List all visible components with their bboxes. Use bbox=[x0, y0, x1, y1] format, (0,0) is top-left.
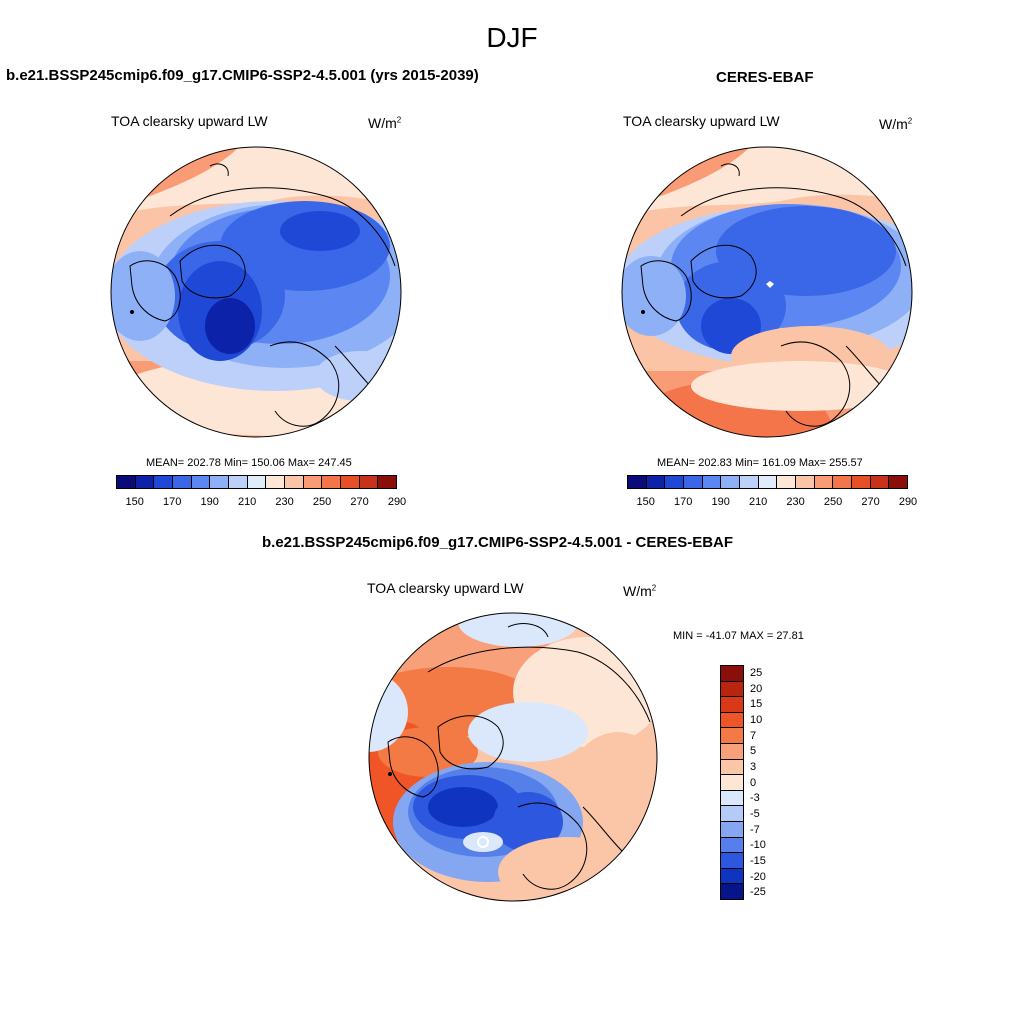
obs-colorbar-swatch bbox=[628, 476, 647, 488]
obs-colorbar-swatch bbox=[702, 476, 722, 488]
obs-colorbar-tick-label: 230 bbox=[786, 496, 805, 508]
obs-colorbar-tick-label: 190 bbox=[711, 496, 730, 508]
model-colorbar-swatch bbox=[285, 476, 304, 488]
model-colorbar-swatch bbox=[117, 476, 136, 488]
model-colorbar-tick-label: 190 bbox=[200, 496, 219, 508]
obs-colorbar-swatch bbox=[814, 476, 834, 488]
model-colorbar-tick-label: 150 bbox=[125, 496, 144, 508]
obs-colorbar-swatch bbox=[758, 476, 778, 488]
obs-colorbar-tick-label: 290 bbox=[898, 496, 918, 508]
obs-colorbar-tick-label: 170 bbox=[674, 496, 693, 508]
model-colorbar-tick-label: 270 bbox=[350, 496, 369, 508]
model-colorbar-swatch bbox=[191, 476, 211, 488]
diff-colorbar-tick-label: -3 bbox=[750, 792, 760, 805]
diff-colorbar-swatch bbox=[721, 712, 743, 729]
obs-colorbar-tick-label: 250 bbox=[823, 496, 843, 508]
model-colorbar-swatch bbox=[173, 476, 192, 488]
diff-stats: MIN = -41.07 MAX = 27.81 bbox=[673, 630, 804, 642]
diff-colorbar-swatch bbox=[721, 743, 743, 760]
obs-variable-label: TOA clearsky upward LW bbox=[623, 113, 780, 129]
obs-colorbar-swatch bbox=[870, 476, 890, 488]
model-colorbar-swatch bbox=[359, 476, 379, 488]
model-colorbar-tick-label: 170 bbox=[163, 496, 182, 508]
diff-colorbar-swatch bbox=[721, 759, 743, 776]
obs-panel-title: CERES-EBAF bbox=[716, 69, 814, 86]
obs-colorbar-ticks: 150 170 190 210 230 250 270 290 bbox=[627, 496, 918, 510]
diff-colorbar-swatch bbox=[721, 681, 743, 698]
model-colorbar-swatch bbox=[229, 476, 248, 488]
diff-colorbar-swatch bbox=[721, 884, 743, 899]
model-colorbar-swatch bbox=[135, 476, 155, 488]
obs-colorbar-tick-label: 210 bbox=[748, 496, 768, 508]
model-panel-title: b.e21.BSSP245cmip6.f09_g17.CMIP6-SSP2-4.… bbox=[6, 67, 479, 84]
model-units-label: W/m2 bbox=[368, 115, 402, 131]
model-colorbar-tick-label: 250 bbox=[312, 496, 332, 508]
diff-colorbar-swatch bbox=[721, 790, 743, 807]
diff-colorbar-swatch bbox=[721, 853, 743, 869]
diff-colorbar-ticks: 25 20 15 10 7 5 3 0 -3 -5 -7 -10 -15 -20 -25 bbox=[750, 665, 790, 900]
diff-colorbar-tick-label: -7 bbox=[750, 823, 760, 836]
diff-colorbar-swatch bbox=[721, 868, 743, 885]
diff-colorbar-swatch bbox=[721, 697, 743, 713]
diff-colorbar-swatch bbox=[721, 821, 743, 838]
model-colorbar-swatch bbox=[247, 476, 267, 488]
model-colorbar-swatch bbox=[210, 476, 230, 488]
obs-colorbar-swatch bbox=[777, 476, 797, 488]
diff-colorbar-tick-label: -10 bbox=[750, 839, 766, 852]
obs-colorbar-swatch bbox=[665, 476, 685, 488]
diff-colorbar-tick-label: 0 bbox=[750, 776, 757, 789]
diff-colorbar-tick-label: 15 bbox=[750, 698, 763, 711]
diff-colorbar-swatch bbox=[721, 837, 743, 854]
obs-colorbar-swatch bbox=[852, 476, 871, 488]
diff-colorbar-tick-label: 10 bbox=[750, 713, 763, 726]
model-colorbar-swatch bbox=[154, 476, 174, 488]
obs-colorbar-tick-label: 150 bbox=[636, 496, 655, 508]
diff-colorbar-tick-label: -15 bbox=[750, 854, 766, 867]
diff-colorbar-swatch bbox=[721, 806, 743, 822]
model-colorbar-ticks: 150 170 190 210 230 250 270 290 bbox=[116, 496, 407, 510]
model-colorbar-tick-label: 230 bbox=[275, 496, 294, 508]
model-colorbar-tick-label: 210 bbox=[237, 496, 257, 508]
diff-colorbar bbox=[720, 665, 744, 900]
obs-units-label: W/m2 bbox=[879, 116, 913, 132]
model-variable-label: TOA clearsky upward LW bbox=[111, 113, 268, 129]
diff-colorbar-tick-label: 25 bbox=[750, 666, 763, 679]
model-colorbar-swatch bbox=[378, 476, 397, 488]
figure-title: DJF bbox=[486, 22, 538, 53]
obs-stats: MEAN= 202.83 Min= 161.09 Max= 255.57 bbox=[657, 457, 863, 469]
obs-colorbar-swatch bbox=[889, 476, 908, 488]
model-stats: MEAN= 202.78 Min= 150.06 Max= 247.45 bbox=[146, 457, 352, 469]
diff-colorbar-tick-label: -5 bbox=[750, 807, 760, 820]
obs-colorbar-swatch bbox=[833, 476, 853, 488]
diff-panel-title: b.e21.BSSP245cmip6.f09_g17.CMIP6-SSP2-4.… bbox=[262, 534, 734, 551]
diff-colorbar-swatch bbox=[721, 728, 743, 744]
diff-colorbar-swatch bbox=[721, 775, 743, 791]
model-colorbar-swatch bbox=[303, 476, 323, 488]
obs-colorbar-swatch bbox=[684, 476, 703, 488]
diff-colorbar-tick-label: -25 bbox=[750, 886, 766, 899]
model-colorbar-swatch bbox=[341, 476, 360, 488]
diff-polar-map bbox=[368, 612, 658, 902]
diff-colorbar-tick-label: 20 bbox=[750, 682, 763, 695]
obs-colorbar-swatch bbox=[721, 476, 741, 488]
diff-colorbar-swatch bbox=[721, 666, 743, 682]
model-colorbar-swatch bbox=[266, 476, 286, 488]
diff-colorbar-tick-label: -20 bbox=[750, 870, 766, 883]
model-colorbar-tick-label: 290 bbox=[387, 496, 407, 508]
diff-colorbar-tick-label: 5 bbox=[750, 745, 757, 758]
diff-colorbar-tick-label: 3 bbox=[750, 760, 757, 773]
obs-colorbar bbox=[627, 475, 908, 489]
obs-colorbar-tick-label: 270 bbox=[861, 496, 880, 508]
obs-colorbar-swatch bbox=[740, 476, 759, 488]
obs-colorbar-swatch bbox=[646, 476, 666, 488]
model-polar-map bbox=[110, 146, 402, 438]
diff-variable-label: TOA clearsky upward LW bbox=[367, 580, 524, 596]
model-colorbar bbox=[116, 475, 397, 489]
model-colorbar-swatch bbox=[322, 476, 342, 488]
diff-units-label: W/m2 bbox=[623, 583, 657, 599]
diff-colorbar-tick-label: 7 bbox=[750, 729, 757, 742]
obs-colorbar-swatch bbox=[796, 476, 815, 488]
obs-polar-map bbox=[621, 146, 913, 438]
